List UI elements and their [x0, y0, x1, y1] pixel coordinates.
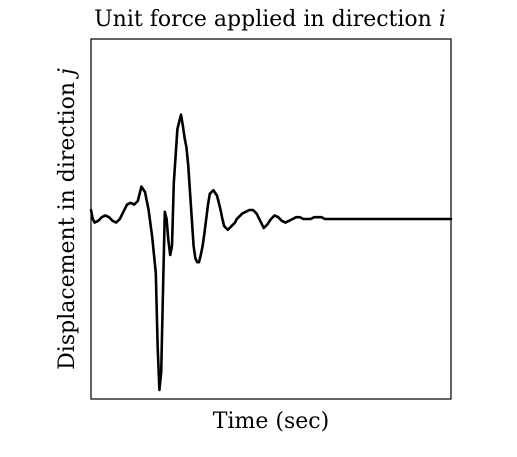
y-axis-label: Displacement in direction j — [55, 68, 80, 370]
chart-title-variable: i — [439, 7, 446, 32]
series-line — [89, 113, 453, 392]
chart-title: Unit force applied in direction i — [94, 7, 446, 32]
y-axis-label-text: Displacement in direction — [55, 75, 80, 370]
x-axis-label: Time (sec) — [213, 409, 329, 434]
chart-title-text: Unit force applied in direction — [94, 7, 439, 32]
